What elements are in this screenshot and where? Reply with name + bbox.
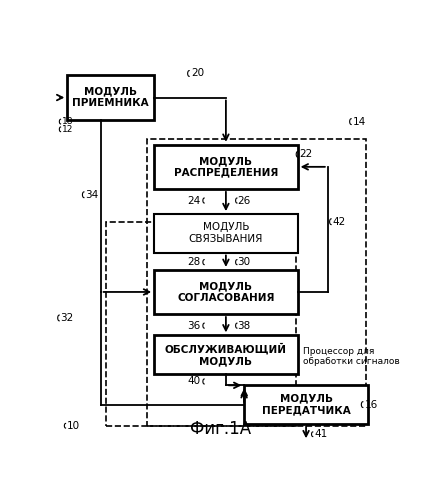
Bar bbox=[154, 336, 297, 374]
Text: 40: 40 bbox=[187, 376, 200, 386]
Text: 34: 34 bbox=[86, 190, 98, 200]
Text: 10: 10 bbox=[67, 421, 80, 430]
Text: 14: 14 bbox=[352, 116, 365, 126]
Text: Фиг.1А: Фиг.1А bbox=[190, 420, 251, 438]
Text: 42: 42 bbox=[332, 216, 345, 226]
Text: 28: 28 bbox=[187, 257, 200, 267]
Text: МОДУЛЬ
ПЕРЕДАТЧИКА: МОДУЛЬ ПЕРЕДАТЧИКА bbox=[261, 394, 350, 415]
Bar bbox=[154, 214, 297, 252]
Text: МОДУЛЬ
СВЯЗЫВАНИЯ: МОДУЛЬ СВЯЗЫВАНИЯ bbox=[188, 222, 262, 244]
Text: 22: 22 bbox=[299, 150, 312, 160]
Text: Процессор для
обработки сигналов: Процессор для обработки сигналов bbox=[302, 347, 399, 366]
Bar bbox=[147, 139, 366, 426]
Text: ОБСЛУЖИВАЮЩИЙ
МОДУЛЬ: ОБСЛУЖИВАЮЩИЙ МОДУЛЬ bbox=[165, 343, 286, 366]
Text: 24: 24 bbox=[187, 196, 200, 205]
Text: 38: 38 bbox=[237, 320, 250, 330]
Text: 41: 41 bbox=[314, 429, 327, 439]
Text: 36: 36 bbox=[187, 320, 200, 330]
Text: МОДУЛЬ
СОГЛАСОВАНИЯ: МОДУЛЬ СОГЛАСОВАНИЯ bbox=[177, 281, 274, 303]
Bar bbox=[105, 222, 295, 426]
Text: МОДУЛЬ
РАСПРЕДЕЛЕНИЯ: МОДУЛЬ РАСПРЕДЕЛЕНИЯ bbox=[173, 156, 277, 178]
Text: 16: 16 bbox=[364, 400, 377, 409]
Bar bbox=[154, 270, 297, 314]
Bar bbox=[244, 386, 367, 424]
Text: 30: 30 bbox=[237, 257, 250, 267]
Text: МОДУЛЬ
ПРИЕМНИКА: МОДУЛЬ ПРИЕМНИКА bbox=[72, 86, 149, 108]
Text: 12: 12 bbox=[62, 125, 74, 134]
Bar bbox=[67, 76, 154, 120]
Text: 26: 26 bbox=[237, 196, 250, 205]
Text: 18: 18 bbox=[62, 117, 74, 126]
Text: 32: 32 bbox=[60, 313, 74, 323]
Bar bbox=[154, 144, 297, 189]
Text: 20: 20 bbox=[190, 68, 203, 78]
